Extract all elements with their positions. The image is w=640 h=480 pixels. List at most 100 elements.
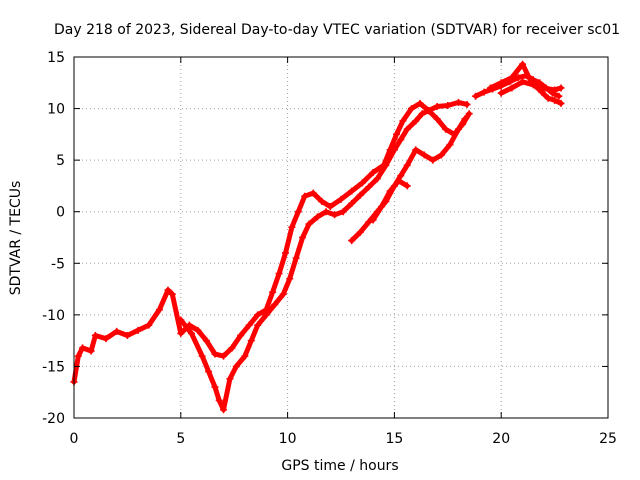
data-point-marker [241,352,249,360]
data-point-marker [454,125,462,133]
data-point-marker [123,331,131,339]
y-tick-label: -20 [42,411,65,427]
data-point-marker [540,84,548,92]
data-point-marker [187,329,195,337]
data-point-marker [294,208,302,216]
x-tick-label: 15 [385,431,403,447]
plot-frame [73,56,609,419]
data-point-marker [348,237,356,245]
data-point-marker [269,288,277,296]
data-point-marker [555,92,563,100]
data-point-marker [393,130,401,138]
y-tick-label: 0 [56,205,65,221]
data-point-marker [365,183,373,191]
x-tick-label: 0 [70,431,79,447]
data-point-marker [420,151,428,159]
data-point-marker [557,99,565,107]
data-point-marker [551,96,559,104]
data-point-marker [519,60,527,68]
y-tick-label: -15 [42,359,65,375]
axis-ticks [73,56,609,419]
data-point-marker [551,86,559,94]
data-point-marker [356,228,364,236]
data-point-marker [211,383,219,391]
x-tick-label: 10 [279,431,297,447]
data-point-marker [145,321,153,329]
data-point-marker [271,301,279,309]
data-point-marker [397,172,405,180]
data-point-marker [399,117,407,125]
data-point-marker [74,352,82,360]
data-point-marker [339,208,347,216]
data-point-marker [275,270,283,278]
data-point-marker [463,100,471,108]
data-point-marker [525,74,533,82]
data-point-marker [416,99,424,107]
series-markers-track-4 [369,177,411,224]
data-point-marker [198,352,206,360]
data-point-marker [79,344,87,352]
data-point-marker [454,98,462,106]
y-tick-label: 5 [56,153,65,169]
data-point-marker [369,216,377,224]
y-axis-label: SDTVAR / TECUs [8,181,24,296]
data-point-marker [155,306,163,314]
data-point-marker [508,74,516,82]
data-point-marker [487,84,495,92]
data-point-marker [437,151,445,159]
series-line-track-1 [71,99,470,385]
data-point-marker [228,344,236,352]
data-point-marker [220,406,228,414]
data-point-marker [292,254,300,262]
data-point-marker [465,110,473,118]
series-line-track-6 [488,61,564,106]
data-series [70,60,565,414]
data-point-marker [177,316,185,324]
data-point-marker [407,105,415,113]
data-point-marker [433,115,441,123]
data-point-marker [337,195,345,203]
data-point-marker [254,311,262,319]
data-point-marker [279,290,287,298]
x-tick-label: 25 [599,431,617,447]
data-point-marker [318,197,326,205]
data-point-marker [508,84,516,92]
y-tick-label: 10 [47,102,65,118]
data-point-marker [301,192,309,200]
data-point-marker [480,88,488,96]
data-point-marker [472,92,480,100]
y-tick-label: -10 [42,308,65,324]
data-point-marker [247,337,255,345]
data-point-marker [403,161,411,169]
data-point-marker [382,161,390,169]
data-point-marker [205,368,213,376]
data-point-marker [418,110,426,118]
data-point-marker [262,311,270,319]
data-point-marker [412,117,420,125]
data-point-marker [281,249,289,257]
data-point-marker [369,169,377,177]
data-point-marker [254,321,262,329]
data-point-marker [237,331,245,339]
data-point-marker [102,335,110,343]
data-point-marker [309,189,317,197]
data-point-marker [177,329,185,337]
data-point-marker [412,146,420,154]
data-point-marker [331,211,339,219]
x-tick-labels: 0 5 10 15 20 25 [70,431,617,447]
data-point-marker [245,321,253,329]
data-point-marker [220,352,228,360]
x-tick-label: 5 [176,431,185,447]
data-point-marker [211,350,219,358]
series-markers-track-7 [497,78,565,97]
y-tick-label: 15 [47,50,65,66]
x-tick-label: 20 [492,431,510,447]
data-point-marker [425,107,433,115]
data-point-marker [442,125,450,133]
data-point-marker [305,220,313,228]
grid-lines [74,57,608,418]
data-point-marker [403,125,411,133]
data-point-marker [215,396,223,404]
data-point-marker [529,81,537,89]
